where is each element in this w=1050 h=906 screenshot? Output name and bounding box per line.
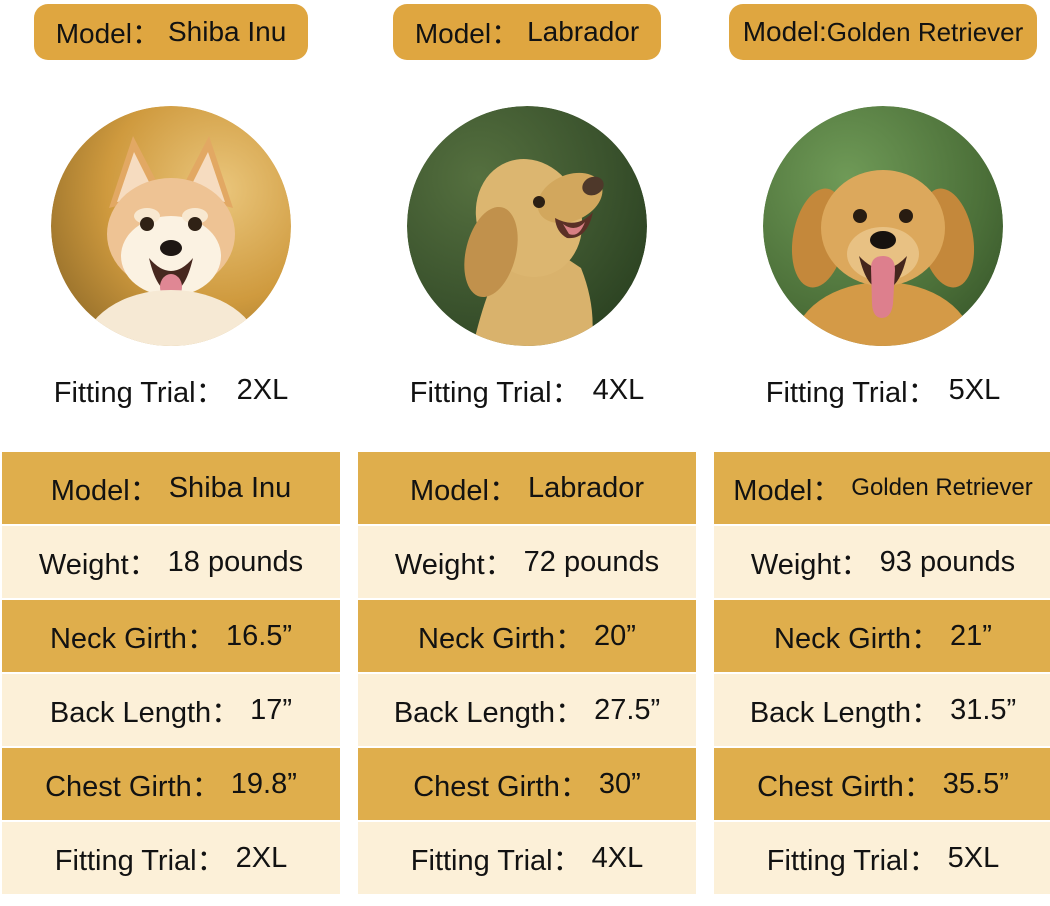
- spec-label: Back Length：: [749, 697, 941, 729]
- spec-label: Model：: [733, 475, 842, 507]
- spec-value: 30”: [598, 767, 641, 800]
- shiba-inu-dog-illustration: [51, 106, 291, 346]
- spec-label: Neck Girth：: [774, 623, 941, 655]
- spec-row-model: Model： Golden Retriever: [714, 452, 1050, 524]
- spec-label: Neck Girth：: [418, 623, 585, 655]
- spec-table-shiba-inu: Model： Shiba Inu Weight： 18 pounds Neck …: [2, 452, 340, 896]
- model-badge: Model: Golden Retriever: [728, 4, 1038, 60]
- fitting-trial-value: 5XL: [948, 373, 1001, 406]
- spec-value: Golden Retriever: [851, 474, 1033, 501]
- model-badge-label: Model:: [742, 16, 827, 47]
- spec-row-back-length: Back Length： 31.5”: [714, 674, 1050, 746]
- spec-label: Fitting Trial：: [54, 845, 226, 877]
- golden-retriever-photo: [763, 106, 1003, 346]
- spec-label: Weight：: [394, 549, 514, 581]
- spec-table-labrador: Model： Labrador Weight： 72 pounds Neck G…: [358, 452, 696, 896]
- model-badge-label: Model：: [414, 18, 520, 49]
- golden-retriever-dog-illustration: [763, 106, 1003, 346]
- spec-label: Neck Girth：: [49, 623, 216, 655]
- spec-value: 27.5”: [594, 693, 661, 726]
- spec-row-back-length: Back Length： 17”: [2, 674, 340, 746]
- column-golden-retriever: Model: Golden Retriever: [714, 4, 1050, 906]
- spec-row-model: Model： Shiba Inu: [2, 452, 340, 524]
- labrador-photo: [407, 106, 647, 346]
- spec-value: 35.5”: [942, 767, 1009, 800]
- spec-label: Fitting Trial：: [410, 845, 582, 877]
- spec-label: Model：: [409, 475, 518, 507]
- spec-row-chest-girth: Chest Girth： 19.8”: [2, 748, 340, 820]
- fitting-trial-label: Fitting Trial：: [409, 377, 581, 409]
- model-badge-value: Labrador: [527, 16, 640, 47]
- spec-row-weight: Weight： 93 pounds: [714, 526, 1050, 598]
- spec-label: Back Length：: [49, 697, 241, 729]
- column-shiba-inu: Model： Shiba Inu: [2, 4, 340, 906]
- fitting-trial-line: Fitting Trial： 4XL: [409, 372, 645, 410]
- fitting-trial-label: Fitting Trial：: [53, 377, 225, 409]
- spec-label: Weight：: [750, 549, 870, 581]
- spec-value: 5XL: [947, 841, 1000, 874]
- spec-label: Chest Girth：: [45, 771, 221, 803]
- fitting-trial-value: 4XL: [592, 373, 645, 406]
- spec-value: 16.5”: [225, 619, 293, 652]
- labrador-dog-illustration: [407, 106, 647, 346]
- fitting-trial-value: 2XL: [236, 373, 289, 406]
- spec-label: Chest Girth：: [757, 771, 933, 803]
- spec-row-weight: Weight： 18 pounds: [2, 526, 340, 598]
- column-labrador: Model： Labrador: [358, 4, 696, 906]
- spec-value: 18 pounds: [167, 545, 304, 578]
- spec-row-neck-girth: Neck Girth： 16.5”: [2, 600, 340, 672]
- spec-label: Chest Girth：: [413, 771, 589, 803]
- fitting-trial-line: Fitting Trial： 5XL: [765, 372, 1001, 410]
- spec-value: 17”: [250, 693, 293, 726]
- spec-value: Shiba Inu: [168, 471, 292, 504]
- spec-value: 2XL: [235, 841, 288, 874]
- spec-value: Labrador: [527, 471, 645, 504]
- spec-value: 31.5”: [950, 693, 1017, 726]
- spec-label: Fitting Trial：: [766, 845, 938, 877]
- model-badge-value: Shiba Inu: [167, 16, 287, 47]
- spec-label: Model：: [50, 475, 159, 507]
- spec-value: 93 pounds: [879, 545, 1016, 578]
- spec-value: 19.8”: [230, 767, 297, 800]
- spec-row-fitting-trial: Fitting Trial： 4XL: [358, 822, 696, 894]
- fitting-trial-label: Fitting Trial：: [765, 377, 937, 409]
- spec-label: Back Length：: [393, 697, 585, 729]
- spec-value: 21”: [950, 619, 992, 652]
- shiba-inu-photo: [51, 106, 291, 346]
- spec-row-back-length: Back Length： 27.5”: [358, 674, 696, 746]
- model-badge-label: Model：: [55, 18, 160, 49]
- spec-row-fitting-trial: Fitting Trial： 5XL: [714, 822, 1050, 894]
- fitting-trial-line: Fitting Trial： 2XL: [53, 372, 289, 410]
- spec-row-chest-girth: Chest Girth： 35.5”: [714, 748, 1050, 820]
- spec-value: 4XL: [591, 841, 644, 874]
- spec-row-neck-girth: Neck Girth： 21”: [714, 600, 1050, 672]
- spec-row-fitting-trial: Fitting Trial： 2XL: [2, 822, 340, 894]
- spec-row-neck-girth: Neck Girth： 20”: [358, 600, 696, 672]
- spec-table-golden-retriever: Model： Golden Retriever Weight： 93 pound…: [714, 452, 1050, 896]
- spec-row-chest-girth: Chest Girth： 30”: [358, 748, 696, 820]
- spec-label: Weight：: [38, 549, 158, 581]
- model-badge: Model： Shiba Inu: [33, 4, 309, 60]
- spec-value: 20”: [594, 619, 636, 652]
- model-badge-value: Golden Retriever: [826, 16, 1024, 47]
- model-badge: Model： Labrador: [392, 4, 662, 60]
- spec-row-weight: Weight： 72 pounds: [358, 526, 696, 598]
- spec-value: 72 pounds: [523, 545, 660, 578]
- spec-row-model: Model： Labrador: [358, 452, 696, 524]
